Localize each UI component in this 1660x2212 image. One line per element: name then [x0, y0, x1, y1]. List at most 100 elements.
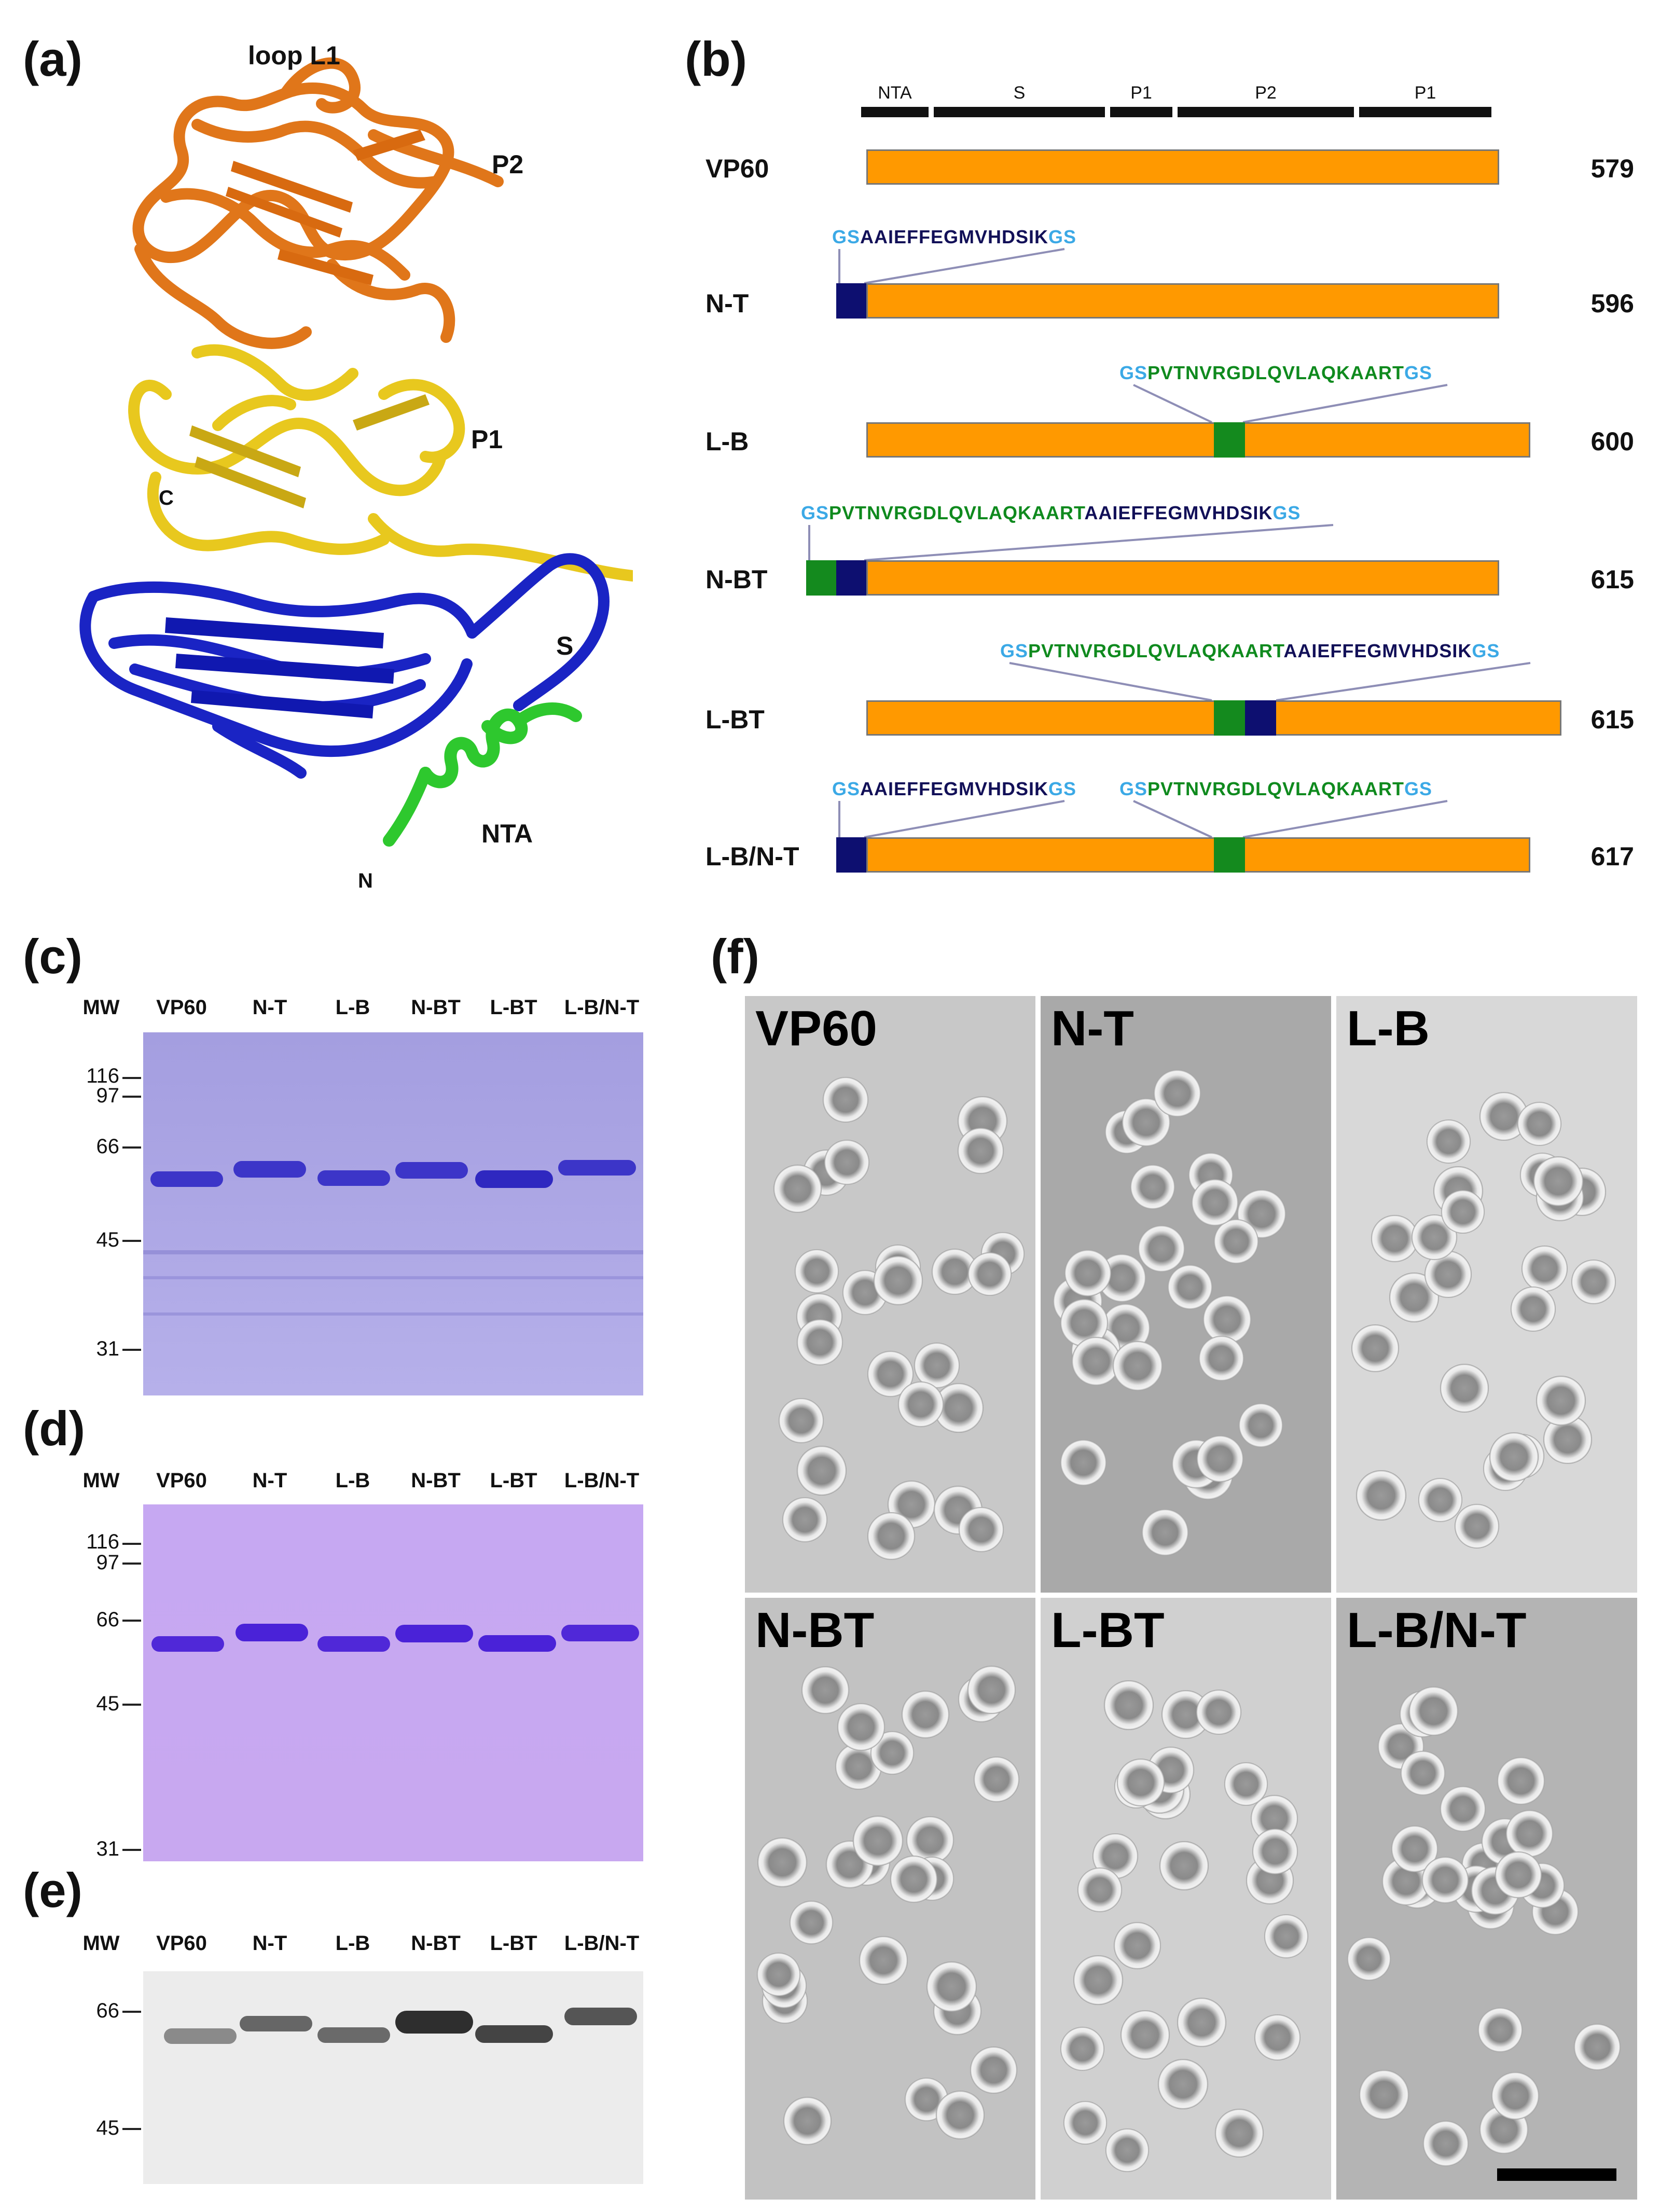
virus-particle [1104, 1680, 1154, 1731]
gel-c-mw-header: MW [82, 996, 120, 1019]
construct-length-l-b: 600 [1590, 427, 1634, 456]
domain-label-nta: NTA [878, 83, 912, 103]
virus-particle [1511, 1286, 1556, 1332]
virus-particle [757, 1837, 807, 1888]
gel-d-tick [122, 1563, 141, 1565]
domain-label-p1b: P1 [1414, 83, 1436, 103]
construct-length-n-t: 596 [1590, 289, 1634, 318]
seq-n-bt: GSPVTNVRGDLQVLAQKAARTAAIEFFEGMVHDSIKGS [801, 502, 1301, 524]
gel-d-lane-n-bt: N-BT [411, 1469, 461, 1492]
gel-c-minor-band [143, 1312, 643, 1316]
gel-d-band-n-bt [395, 1625, 473, 1642]
tag-t-insert [1245, 700, 1276, 736]
tag-b-sequence: PVTNVRGDLQVLAQKAART [1147, 778, 1405, 799]
gel-c-tick [122, 1146, 141, 1149]
gel-d-band-l-bt [478, 1635, 556, 1652]
gs-linker: GS [832, 778, 861, 799]
gel-c-marker-66: 66 [96, 1135, 120, 1158]
construct-bar-n-t [866, 283, 1499, 319]
s-strands [165, 617, 394, 718]
virus-particle [782, 1497, 828, 1542]
gel-e-lane-vp60: VP60 [156, 1932, 207, 1955]
virus-particle [1138, 1225, 1185, 1273]
construct-name-l-b-n-t: L-B/N-T [706, 842, 799, 871]
virus-particle [959, 1506, 1004, 1552]
tag-t-insert [836, 837, 866, 873]
construct-length-l-bt: 615 [1590, 705, 1634, 734]
gel-d-tick [122, 1543, 141, 1545]
virus-particle [1064, 1249, 1112, 1296]
gel-c-lane-n-bt: N-BT [411, 996, 461, 1019]
construct-bar-n-bt [866, 560, 1499, 596]
virus-particle [1168, 1264, 1212, 1309]
virus-particle [970, 2046, 1017, 2094]
loop-l1-label: loop L1 [248, 41, 340, 70]
panel-label-e: (e) [23, 1863, 82, 1917]
virus-particle [1401, 1751, 1446, 1796]
virus-particle [1454, 1504, 1499, 1549]
nta-label: NTA [481, 819, 533, 848]
em-title-n-t: N-T [1051, 1001, 1134, 1056]
gel-e-band-l-bt [475, 2025, 553, 2043]
gel-e-lane-l-b-n-t: L-B/N-T [564, 1932, 640, 1955]
gs-linker: GS [1000, 640, 1029, 661]
scale-bar [1497, 2168, 1616, 2181]
virus-particle [1060, 2027, 1105, 2071]
gel-d-lane-l-b: L-B [335, 1469, 370, 1492]
virus-particle [902, 1691, 950, 1739]
gs-linker: GS [1048, 778, 1077, 799]
gel-c-band-l-b [317, 1170, 390, 1186]
tag-b-insert [1214, 700, 1245, 736]
s-label: S [556, 631, 574, 660]
gel-e-band-l-b [317, 2027, 390, 2043]
gel-e-marker-45: 45 [96, 2117, 120, 2139]
gs-linker: GS [801, 502, 829, 523]
virus-particle [1157, 2058, 1208, 2109]
gel-c-marker-45: 45 [96, 1228, 120, 1251]
gel-e-band-n-t [240, 2016, 312, 2031]
gel-d-lane-vp60: VP60 [156, 1469, 207, 1492]
seq-l-bt: GSPVTNVRGDLQVLAQKAARTAAIEFFEGMVHDSIKGS [1000, 640, 1500, 662]
virus-particle [1197, 1435, 1244, 1482]
virus-particle [1264, 1914, 1309, 1958]
virus-particle [1073, 1955, 1124, 2005]
construct-length-l-b-n-t: 617 [1590, 842, 1634, 871]
domain-bar-p1b [1359, 107, 1491, 117]
virus-particle [1117, 1758, 1165, 1806]
gel-c-tick [122, 1349, 141, 1351]
seq-n-t: GSAAIEFFEGMVHDSIKGS [832, 226, 1076, 248]
gel-e-tick [122, 2011, 141, 2013]
gel-d-lane-l-bt: L-BT [490, 1469, 537, 1492]
c-terminus-label: C [159, 487, 174, 509]
gel-d-image [143, 1504, 643, 1861]
virus-particle [1120, 2010, 1170, 2059]
nta-helix [383, 702, 582, 847]
gel-d-marker-97: 97 [96, 1551, 120, 1574]
sequence-connectors [808, 248, 1531, 838]
gel-c-lane-l-b: L-B [335, 996, 370, 1019]
gel-c-lane-l-b-n-t: L-B/N-T [564, 996, 640, 1019]
seq-l-bn-t-t: GSAAIEFFEGMVHDSIKGS [832, 778, 1076, 800]
virus-particle [1114, 1922, 1161, 1970]
virus-particle [1105, 2128, 1149, 2172]
p2-label: P2 [492, 150, 524, 179]
p1-strands [189, 394, 430, 508]
virus-particle [874, 1255, 923, 1305]
virus-particle [1571, 1260, 1616, 1305]
em-title-l-b-n-t: L-B/N-T [1347, 1602, 1527, 1658]
virus-particle [1213, 1219, 1258, 1264]
virus-particle [1521, 1245, 1568, 1292]
domain-label-p2: P2 [1255, 83, 1277, 103]
gel-c-band-vp60 [150, 1171, 223, 1187]
em-tile-l-b-n-t: L-B/N-T [1336, 1598, 1637, 2200]
seq-l-b: GSPVTNVRGDLQVLAQKAARTGS [1119, 362, 1432, 384]
virus-particle [1506, 1810, 1554, 1858]
gel-d-marker-116: 116 [86, 1530, 119, 1553]
virus-particle [1477, 2007, 1523, 2052]
gel-d-mw-header: MW [82, 1469, 120, 1492]
virus-particle [1427, 1119, 1471, 1164]
gel-d-band-vp60 [151, 1636, 224, 1652]
p1-label: P1 [471, 425, 503, 454]
em-title-vp60: VP60 [755, 1001, 877, 1056]
em-grid: VP60 N-T L-B N-BT L-BT L-B/N-T [745, 996, 1648, 2200]
